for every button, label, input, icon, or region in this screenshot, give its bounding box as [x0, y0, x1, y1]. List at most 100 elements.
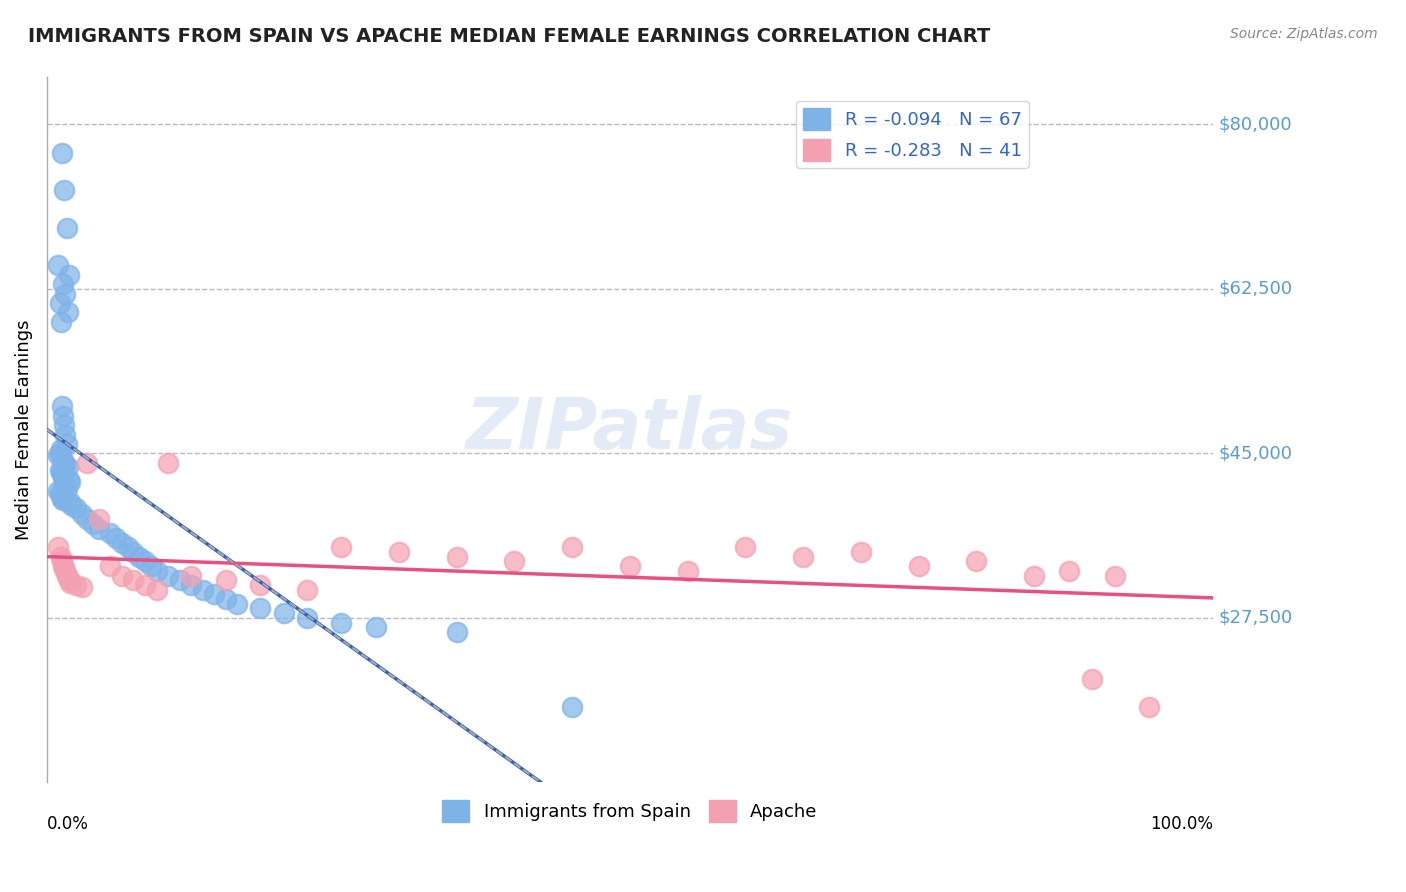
Point: [48, 463, 70, 477]
Point: [51, 145, 73, 160]
Point: [295, 582, 318, 597]
Point: [849, 545, 872, 559]
Point: [48, 296, 70, 310]
Point: [619, 559, 641, 574]
Point: [53, 476, 76, 491]
Point: [49, 465, 72, 479]
Point: [60, 498, 83, 512]
Point: [1080, 672, 1102, 686]
Point: [48, 259, 70, 273]
Point: [53, 286, 76, 301]
Point: [49, 489, 72, 503]
Point: [1022, 568, 1045, 582]
Point: [52, 470, 75, 484]
Text: $45,000: $45,000: [1219, 444, 1292, 462]
Point: [180, 568, 202, 582]
Point: [561, 700, 583, 714]
Point: [58, 268, 80, 282]
Point: [561, 541, 583, 555]
Point: [49, 315, 72, 329]
Point: [53, 564, 76, 578]
Point: [52, 277, 75, 292]
Point: [53, 427, 76, 442]
Point: [51, 467, 73, 481]
Point: [70, 580, 93, 594]
Point: [55, 482, 77, 496]
Text: IMMIGRANTS FROM SPAIN VS APACHE MEDIAN FEMALE EARNINGS CORRELATION CHART: IMMIGRANTS FROM SPAIN VS APACHE MEDIAN F…: [28, 27, 990, 45]
Text: ZIPatlas: ZIPatlas: [467, 395, 793, 465]
Point: [76, 512, 98, 526]
Point: [59, 475, 82, 489]
Text: 0.0%: 0.0%: [46, 815, 89, 833]
Point: [51, 491, 73, 506]
Point: [56, 460, 79, 475]
Point: [388, 545, 411, 559]
Point: [48, 448, 70, 462]
Point: [49, 442, 72, 456]
Point: [87, 522, 110, 536]
Point: [70, 508, 93, 522]
Point: [446, 549, 468, 564]
Point: [51, 451, 73, 466]
Point: [55, 220, 77, 235]
Point: [53, 458, 76, 472]
Point: [364, 620, 387, 634]
Point: [52, 559, 75, 574]
Point: [157, 568, 180, 582]
Point: [446, 624, 468, 639]
Point: [191, 582, 214, 597]
Text: Source: ZipAtlas.com: Source: ZipAtlas.com: [1230, 27, 1378, 41]
Point: [1104, 568, 1126, 582]
Point: [100, 559, 122, 574]
Point: [330, 541, 353, 555]
Point: [226, 597, 249, 611]
Point: [134, 554, 156, 568]
Point: [1139, 700, 1161, 714]
Point: [52, 493, 75, 508]
Point: [58, 574, 80, 588]
Text: $80,000: $80,000: [1219, 115, 1292, 134]
Text: $27,500: $27,500: [1219, 609, 1294, 627]
Point: [51, 400, 73, 414]
Point: [48, 486, 70, 500]
Point: [215, 574, 238, 588]
Point: [145, 564, 167, 578]
Point: [134, 578, 156, 592]
Y-axis label: Median Female Earnings: Median Female Earnings: [15, 319, 32, 541]
Point: [503, 554, 526, 568]
Point: [87, 512, 110, 526]
Text: $62,500: $62,500: [1219, 280, 1294, 298]
Point: [65, 578, 87, 592]
Point: [52, 454, 75, 468]
Point: [139, 559, 162, 574]
Point: [59, 495, 82, 509]
Point: [49, 549, 72, 564]
Point: [122, 545, 145, 559]
Point: [111, 568, 134, 582]
Point: [734, 541, 756, 555]
Point: [48, 483, 70, 498]
Point: [676, 564, 699, 578]
Point: [330, 615, 353, 630]
Point: [169, 574, 191, 588]
Point: [249, 578, 271, 592]
Point: [1057, 564, 1080, 578]
Point: [55, 568, 77, 582]
Point: [53, 183, 76, 197]
Point: [105, 531, 128, 545]
Point: [59, 576, 82, 591]
Point: [65, 500, 87, 515]
Point: [48, 541, 70, 555]
Point: [111, 535, 134, 549]
Point: [792, 549, 814, 564]
Point: [55, 437, 77, 451]
Point: [122, 574, 145, 588]
Point: [128, 549, 150, 564]
Point: [965, 554, 987, 568]
Point: [117, 541, 139, 555]
Point: [273, 606, 295, 620]
Point: [56, 305, 79, 319]
Point: [82, 516, 104, 531]
Point: [76, 456, 98, 470]
Point: [180, 578, 202, 592]
